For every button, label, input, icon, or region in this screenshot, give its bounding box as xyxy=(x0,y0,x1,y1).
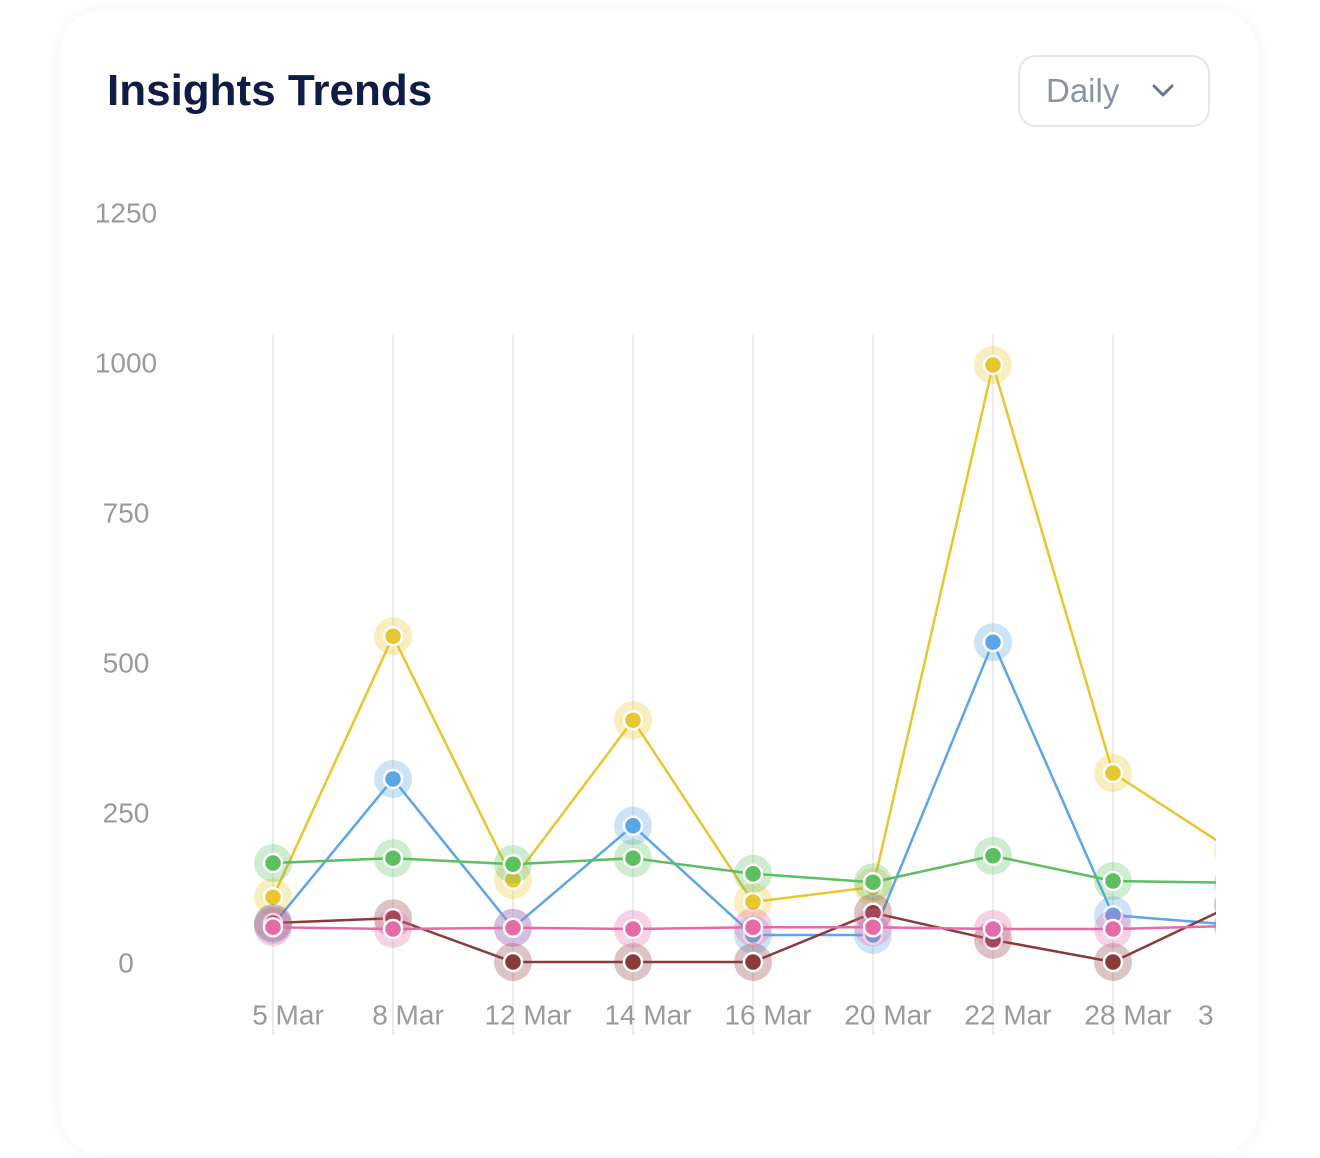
point-dot xyxy=(742,916,764,938)
data-point xyxy=(614,806,652,845)
card-title: Insights Trends xyxy=(107,66,433,115)
data-point xyxy=(254,908,292,947)
x-tick-label: 22 Mar xyxy=(964,999,1051,1030)
data-point xyxy=(734,854,772,893)
data-point xyxy=(974,623,1012,662)
point-dot xyxy=(622,847,644,869)
point-halo xyxy=(1214,874,1216,892)
point-dot xyxy=(1224,896,1242,914)
chevron-icon xyxy=(1152,84,1174,97)
point-halo xyxy=(1214,896,1216,914)
data-point xyxy=(1214,842,1242,860)
point-halo xyxy=(1214,917,1216,935)
data-point xyxy=(1094,896,1132,935)
data-point xyxy=(614,943,652,981)
data-point xyxy=(374,839,412,878)
y-tick-label: 1000 xyxy=(95,347,157,378)
point-dot xyxy=(982,631,1004,653)
point-dot xyxy=(262,916,284,938)
x-tick-label: 12 Mar xyxy=(484,999,571,1030)
data-point xyxy=(1214,916,1242,934)
point-dot xyxy=(1102,762,1124,784)
point-dot xyxy=(622,709,644,731)
point-dot xyxy=(1224,842,1242,860)
x-tick-label: 20 Mar xyxy=(844,999,931,1030)
point-dot xyxy=(982,918,1004,940)
x-tick-label: 14 Mar xyxy=(604,999,691,1030)
data-point xyxy=(1094,910,1132,948)
data-point xyxy=(854,863,892,902)
point-dot xyxy=(382,768,404,790)
point-dot xyxy=(1224,874,1242,892)
data-point xyxy=(974,836,1012,875)
point-dot xyxy=(502,853,524,875)
x-tick-label: 28 Mar xyxy=(1084,999,1171,1030)
data-point xyxy=(494,908,532,947)
data-point xyxy=(1094,862,1132,900)
y-tick-label: 0 xyxy=(118,947,134,978)
point-dot xyxy=(1102,951,1124,973)
point-dot xyxy=(502,917,524,939)
data-point xyxy=(974,910,1012,948)
y-tick-label: 500 xyxy=(103,647,150,678)
point-dot xyxy=(622,918,644,940)
point-dot xyxy=(862,871,884,893)
x-tick-label: 3 xyxy=(1198,999,1214,1030)
y-tick-label: 1250 xyxy=(95,197,157,228)
x-tick-label: 8 Mar xyxy=(372,999,444,1030)
data-point xyxy=(1214,874,1242,892)
x-tick-label: 16 Mar xyxy=(724,999,811,1030)
data-point xyxy=(734,943,772,981)
point-dot xyxy=(382,847,404,869)
point-dot xyxy=(742,863,764,885)
data-point xyxy=(734,908,772,947)
point-dot xyxy=(262,886,284,908)
point-halo xyxy=(1214,842,1216,860)
data-point xyxy=(1214,896,1242,914)
data-point xyxy=(494,943,532,981)
data-point xyxy=(374,910,412,948)
dropdown-label: Daily xyxy=(1046,72,1120,109)
data-point xyxy=(614,839,652,878)
data-point xyxy=(1094,754,1132,792)
data-point xyxy=(254,844,292,882)
point-dot xyxy=(742,951,764,973)
data-point xyxy=(374,617,412,656)
data-point xyxy=(1214,917,1242,935)
point-dot xyxy=(1224,917,1242,935)
y-tick-label: 250 xyxy=(103,797,150,828)
point-dot xyxy=(622,951,644,973)
point-dot xyxy=(982,354,1004,376)
data-point xyxy=(614,910,652,948)
point-dot xyxy=(382,918,404,940)
data-point xyxy=(494,860,532,899)
point-halo xyxy=(1214,916,1216,934)
data-point xyxy=(854,908,892,947)
data-point xyxy=(1094,943,1132,981)
point-dot xyxy=(1102,918,1124,940)
data-point xyxy=(254,878,292,917)
point-dot xyxy=(982,845,1004,867)
point-dot xyxy=(382,625,404,647)
point-dot xyxy=(502,951,524,973)
data-point xyxy=(374,760,412,798)
card xyxy=(60,10,1258,1155)
data-point xyxy=(974,346,1012,384)
period-dropdown[interactable]: Daily xyxy=(1018,55,1210,127)
point-dot xyxy=(262,852,284,874)
x-tick-label: 5 Mar xyxy=(252,999,324,1030)
data-point xyxy=(734,883,772,921)
data-point xyxy=(494,845,532,884)
y-tick-label: 750 xyxy=(103,497,150,528)
point-dot xyxy=(742,891,764,913)
point-dot xyxy=(1102,870,1124,892)
point-dot xyxy=(1224,916,1242,934)
data-point xyxy=(614,701,652,740)
plot-area: 3 xyxy=(254,335,1242,1035)
point-dot xyxy=(622,815,644,837)
point-dot xyxy=(862,916,884,938)
